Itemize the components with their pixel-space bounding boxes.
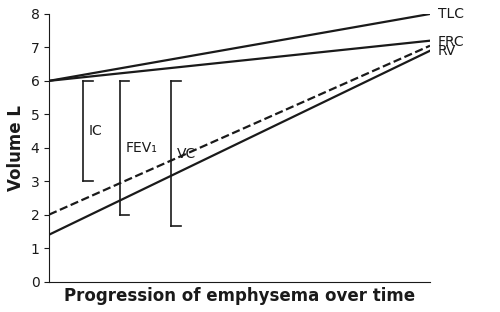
Text: FRC: FRC bbox=[438, 35, 464, 49]
Text: FEV₁: FEV₁ bbox=[126, 141, 157, 155]
X-axis label: Progression of emphysema over time: Progression of emphysema over time bbox=[64, 287, 415, 305]
Text: IC: IC bbox=[89, 124, 103, 138]
Y-axis label: Volume L: Volume L bbox=[7, 105, 25, 191]
Text: VC: VC bbox=[176, 147, 196, 161]
Text: TLC: TLC bbox=[438, 7, 464, 21]
Text: RV: RV bbox=[438, 44, 456, 58]
